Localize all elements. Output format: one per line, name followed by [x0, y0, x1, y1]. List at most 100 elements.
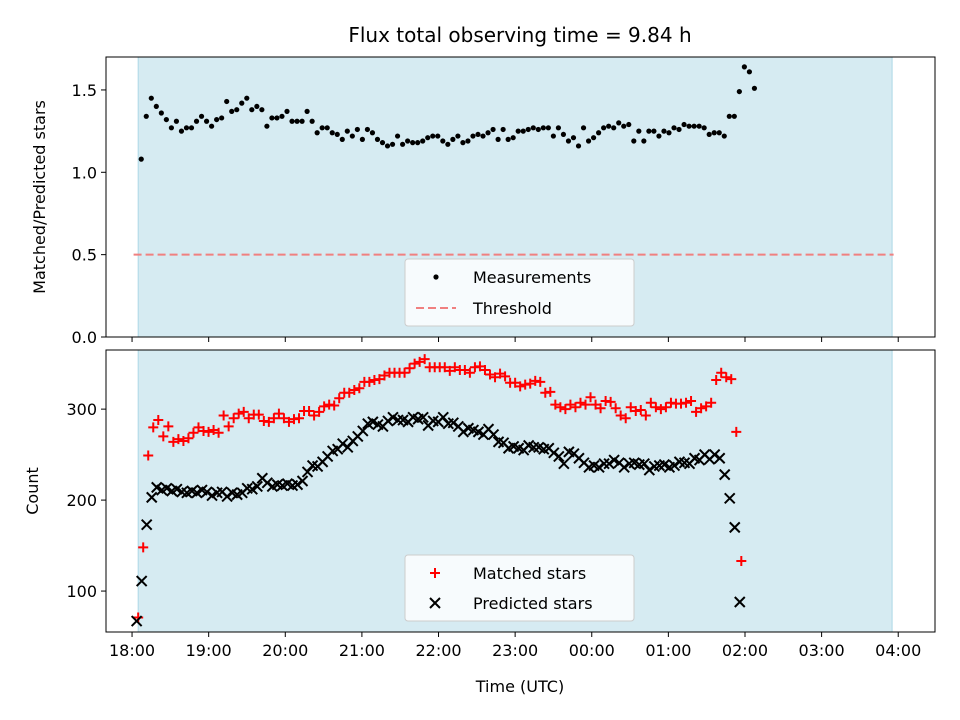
measurement-point — [525, 126, 531, 133]
matched-star-point — [610, 403, 621, 414]
matched-star-point — [138, 542, 149, 553]
measurement-point — [148, 95, 154, 101]
measurement-point — [711, 130, 717, 136]
measurement-point — [741, 64, 747, 70]
matched-star-point — [399, 367, 410, 378]
predicted-star-point — [130, 615, 143, 627]
matched-star-point — [409, 358, 420, 369]
matched-star-point — [585, 392, 596, 403]
legend-predicted-marker — [429, 597, 441, 609]
predicted-star-point — [729, 521, 741, 534]
measurement-point — [374, 136, 381, 142]
matched-star-point — [660, 402, 671, 413]
measurement-point — [173, 118, 180, 124]
matched-star-point — [163, 421, 174, 432]
legend-label-predicted: Predicted stars — [473, 594, 593, 613]
measurement-point — [389, 141, 396, 147]
predicted-star-point — [296, 475, 309, 487]
matched-star-point — [495, 368, 506, 379]
measurement-point — [445, 141, 451, 147]
measurement-point — [656, 133, 662, 139]
matched-star-point — [620, 413, 631, 424]
predicted-star-point — [528, 441, 540, 454]
measurement-point — [289, 118, 295, 124]
measurement-point — [354, 126, 360, 133]
ratio-panel-frame — [105, 56, 936, 338]
matched-star-point — [575, 397, 586, 408]
measurement-point — [676, 126, 682, 133]
measurement-point — [590, 135, 597, 141]
measurement-point — [264, 123, 270, 129]
measurement-point — [570, 135, 577, 141]
matched-star-point — [334, 393, 345, 404]
measurement-point — [143, 113, 149, 119]
measurement-point — [575, 143, 582, 149]
measurement-point — [580, 125, 587, 131]
matched-star-point — [158, 431, 169, 442]
matched-star-point — [459, 365, 470, 376]
y-tick-label: 1.5 — [72, 81, 97, 100]
measurement-point — [384, 143, 391, 149]
matched-star-point — [711, 375, 722, 386]
predicted-star-point — [724, 492, 736, 504]
measurement-point — [153, 103, 159, 110]
matched-star-point — [283, 416, 294, 427]
predicted-star-point — [487, 428, 500, 441]
matched-star-point — [314, 406, 325, 417]
measurement-point — [234, 107, 240, 113]
measurement-point — [490, 126, 496, 133]
measurement-point — [138, 156, 144, 162]
matched-star-point — [148, 422, 159, 433]
measurement-point — [641, 138, 647, 144]
y-axis-label: Matched/Predicted stars — [30, 100, 49, 294]
matched-star-point — [233, 408, 244, 419]
matched-star-point — [721, 372, 732, 383]
matched-star-point — [203, 426, 214, 437]
matched-star-point — [545, 386, 556, 397]
measurement-point — [460, 140, 466, 146]
matched-star-point — [590, 399, 601, 410]
matched-star-point — [168, 436, 179, 447]
measurement-point — [309, 118, 315, 124]
matched-star-point — [716, 367, 727, 378]
measurement-point — [606, 123, 612, 129]
x-tick-label: 19:00 — [186, 641, 232, 660]
predicted-star-point — [135, 575, 148, 587]
predicted-star-point — [146, 491, 158, 504]
matched-star-point — [268, 413, 279, 424]
matched-star-point — [349, 385, 360, 396]
matched-star-point — [253, 409, 264, 420]
legend-label-measurements: Measurements — [473, 268, 591, 287]
matched-star-point — [706, 397, 717, 408]
measurement-point — [209, 123, 215, 129]
legend-box — [404, 554, 635, 622]
measurement-point — [646, 128, 652, 134]
measurement-point — [299, 118, 305, 124]
matched-star-point — [208, 425, 219, 436]
measurement-point — [751, 85, 758, 91]
measurement-point — [540, 125, 546, 131]
matched-star-point — [701, 401, 712, 412]
matched-star-point — [439, 362, 450, 373]
matched-star-point — [344, 387, 355, 398]
measurement-point — [485, 130, 491, 136]
measurement-point — [686, 123, 692, 129]
measurement-point — [470, 133, 476, 139]
matched-star-point — [153, 415, 164, 426]
matched-star-point — [736, 556, 747, 567]
y-tick-label: 0.0 — [72, 328, 97, 347]
matched-star-point — [555, 402, 566, 413]
measurement-point — [440, 138, 446, 144]
measurement-point — [631, 138, 637, 144]
count-panel-frame — [105, 349, 936, 633]
x-tick-label: 02:00 — [722, 641, 768, 660]
measurement-point — [480, 133, 486, 139]
measurement-point — [621, 123, 627, 129]
matched-star-point — [414, 356, 425, 367]
x-tick-label: 00:00 — [569, 641, 615, 660]
matched-star-point — [238, 406, 249, 417]
measurement-point — [219, 115, 225, 121]
measurement-point — [651, 128, 657, 134]
matched-star-point — [183, 433, 194, 444]
